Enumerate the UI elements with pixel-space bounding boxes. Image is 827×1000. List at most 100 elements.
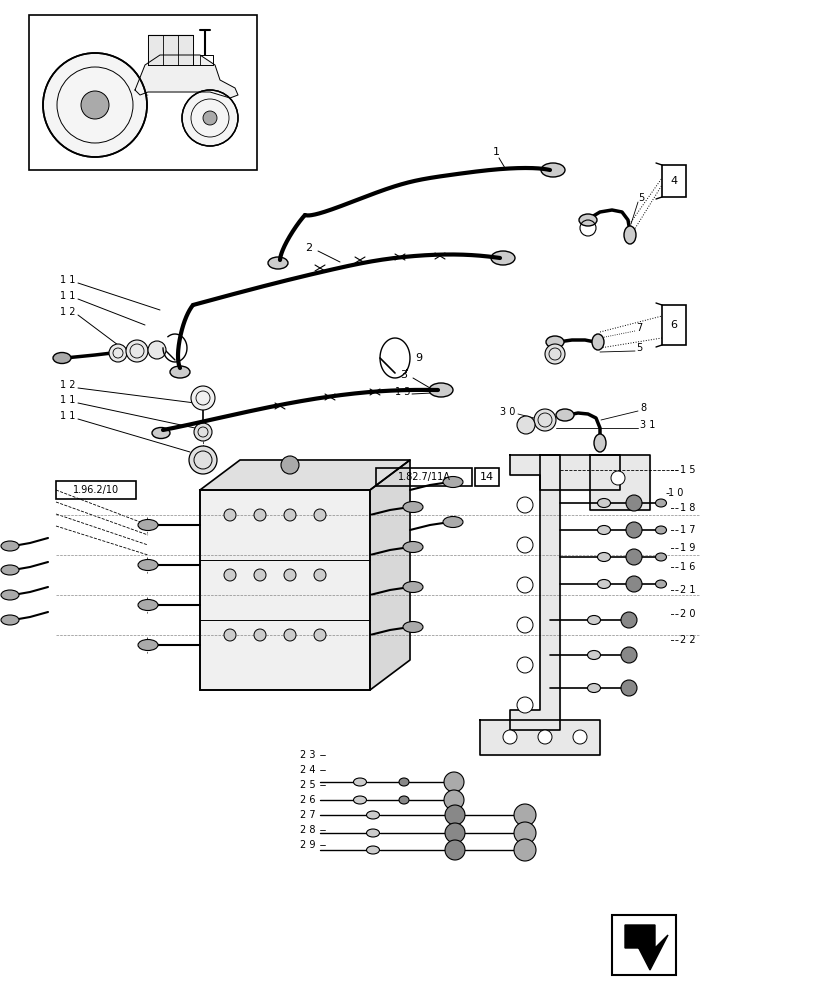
Text: 6: 6 <box>670 320 676 330</box>
Text: 2 5: 2 5 <box>299 780 315 790</box>
Ellipse shape <box>593 434 605 452</box>
Polygon shape <box>135 55 237 98</box>
Circle shape <box>516 497 533 513</box>
Circle shape <box>313 569 326 581</box>
Circle shape <box>620 612 636 628</box>
Circle shape <box>620 647 636 663</box>
Ellipse shape <box>597 552 609 562</box>
Text: 1 6: 1 6 <box>679 562 695 572</box>
Polygon shape <box>624 925 667 970</box>
Circle shape <box>544 344 564 364</box>
Ellipse shape <box>490 251 514 265</box>
Circle shape <box>444 840 465 860</box>
Text: 1 2: 1 2 <box>60 380 75 390</box>
Ellipse shape <box>597 526 609 534</box>
Ellipse shape <box>655 499 666 507</box>
Circle shape <box>444 823 465 843</box>
Text: 5: 5 <box>638 193 643 203</box>
Circle shape <box>516 617 533 633</box>
Bar <box>662 165 686 197</box>
Circle shape <box>502 730 516 744</box>
Circle shape <box>610 471 624 485</box>
Polygon shape <box>370 460 409 690</box>
Ellipse shape <box>138 520 158 530</box>
Text: 2 8: 2 8 <box>299 825 315 835</box>
Circle shape <box>533 409 555 431</box>
Ellipse shape <box>170 366 189 378</box>
Circle shape <box>148 341 165 359</box>
Circle shape <box>625 576 641 592</box>
Ellipse shape <box>403 621 423 633</box>
Text: 1 9: 1 9 <box>679 543 695 553</box>
Ellipse shape <box>587 650 600 660</box>
Circle shape <box>126 340 148 362</box>
Ellipse shape <box>1 615 19 625</box>
Ellipse shape <box>138 560 158 570</box>
Polygon shape <box>509 455 559 730</box>
Circle shape <box>109 344 127 362</box>
Ellipse shape <box>655 526 666 534</box>
Circle shape <box>189 446 217 474</box>
Circle shape <box>182 90 237 146</box>
Polygon shape <box>148 35 193 65</box>
Text: 3: 3 <box>399 370 407 380</box>
Text: 5: 5 <box>635 343 642 353</box>
Ellipse shape <box>591 334 603 350</box>
Circle shape <box>254 569 265 581</box>
Bar <box>56 481 136 499</box>
Bar <box>375 468 471 486</box>
Ellipse shape <box>138 599 158 610</box>
Text: 2: 2 <box>304 243 312 253</box>
Polygon shape <box>539 455 619 490</box>
Ellipse shape <box>403 502 423 512</box>
Ellipse shape <box>587 684 600 692</box>
Text: 1 3: 1 3 <box>394 387 410 397</box>
Circle shape <box>194 423 212 441</box>
Polygon shape <box>480 720 600 755</box>
Bar <box>200 490 370 690</box>
Circle shape <box>572 730 586 744</box>
Text: 2 7: 2 7 <box>299 810 315 820</box>
Bar <box>662 305 686 345</box>
Text: 7: 7 <box>635 323 642 333</box>
Ellipse shape <box>53 353 71 363</box>
Text: 1 8: 1 8 <box>679 503 695 513</box>
Ellipse shape <box>655 553 666 561</box>
Text: 9: 9 <box>414 353 422 363</box>
Text: 2 1: 2 1 <box>679 585 695 595</box>
Ellipse shape <box>655 580 666 588</box>
Circle shape <box>516 657 533 673</box>
Text: 1.82.7/11A: 1.82.7/11A <box>397 472 450 482</box>
Circle shape <box>284 509 295 521</box>
Circle shape <box>625 549 641 565</box>
Circle shape <box>43 53 147 157</box>
Bar <box>200 490 370 690</box>
Ellipse shape <box>399 778 409 786</box>
Text: 8: 8 <box>639 403 645 413</box>
Text: 1: 1 <box>492 147 500 157</box>
Ellipse shape <box>268 257 288 269</box>
Text: 2 3: 2 3 <box>299 750 315 760</box>
Ellipse shape <box>540 163 564 177</box>
Circle shape <box>224 509 236 521</box>
Circle shape <box>224 629 236 641</box>
Ellipse shape <box>1 565 19 575</box>
Text: 1 7: 1 7 <box>679 525 695 535</box>
Circle shape <box>514 839 535 861</box>
Ellipse shape <box>138 640 158 650</box>
Text: 1 1: 1 1 <box>60 411 75 421</box>
Text: 2 6: 2 6 <box>299 795 315 805</box>
Circle shape <box>514 804 535 826</box>
Circle shape <box>224 569 236 581</box>
Ellipse shape <box>366 846 379 854</box>
Text: 2 4: 2 4 <box>299 765 315 775</box>
Ellipse shape <box>442 516 462 528</box>
Circle shape <box>625 495 641 511</box>
Circle shape <box>514 822 535 844</box>
Circle shape <box>284 569 295 581</box>
Circle shape <box>254 509 265 521</box>
Ellipse shape <box>1 590 19 600</box>
Ellipse shape <box>399 796 409 804</box>
Circle shape <box>203 111 217 125</box>
Text: 14: 14 <box>480 472 494 482</box>
